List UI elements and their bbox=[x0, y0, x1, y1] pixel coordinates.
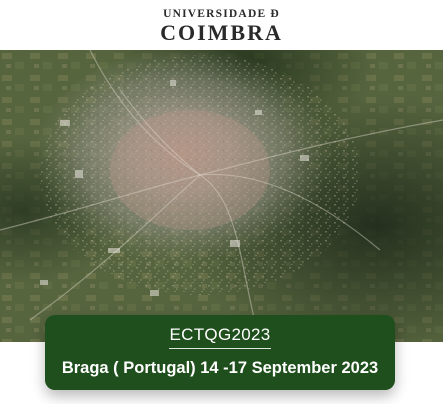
event-card[interactable]: ECTQG2023 Braga ( Portugal) 14 -17 Septe… bbox=[45, 315, 395, 390]
university-logo[interactable]: UNIVERSIDADE Ð COIMBRA bbox=[0, 8, 443, 45]
logo-line-bottom: COIMBRA bbox=[160, 19, 283, 45]
satellite-image bbox=[0, 50, 443, 342]
event-title: ECTQG2023 bbox=[45, 325, 395, 349]
satellite-city-image bbox=[0, 50, 443, 342]
site-header: UNIVERSIDADE Ð COIMBRA bbox=[0, 0, 443, 50]
event-title-text: ECTQG2023 bbox=[168, 325, 272, 349]
logo-line-top: UNIVERSIDADE Ð bbox=[163, 8, 280, 20]
event-details: Braga ( Portugal) 14 -17 September 2023 bbox=[61, 359, 379, 377]
